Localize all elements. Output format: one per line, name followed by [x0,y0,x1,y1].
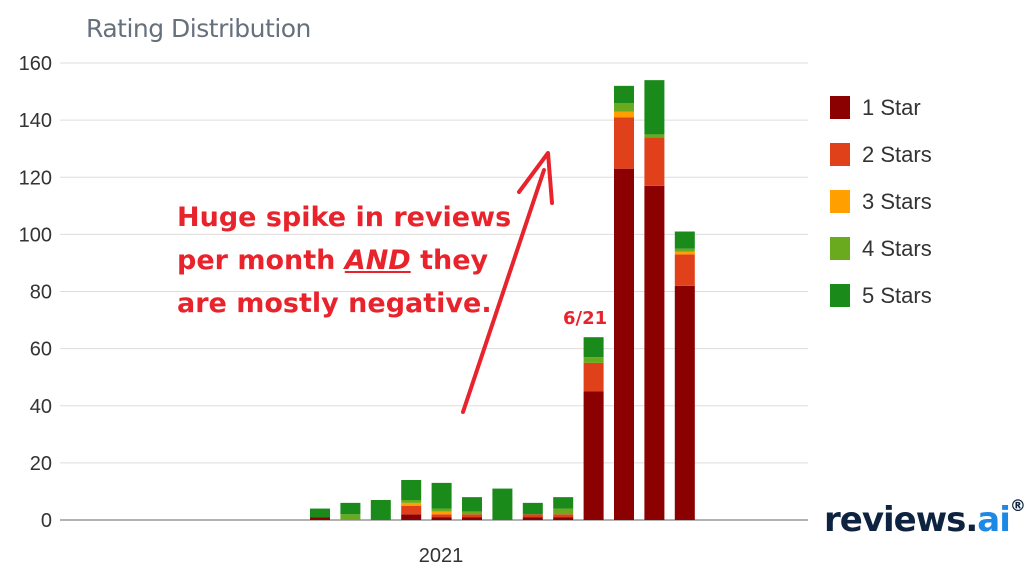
bar-segment [340,514,361,520]
bar-segment [674,254,695,286]
y-tick-label: 160 [19,53,52,75]
bar-segment [340,502,361,515]
annotation-line-2-suffix: they [410,245,489,276]
legend-item: 1 Star [830,84,932,131]
registered-mark: ® [1009,495,1024,515]
x-tick-label: 2021 [419,545,464,567]
y-tick-label: 80 [30,282,52,304]
bar-segment [310,508,330,518]
x-axis-ticks: 2021 [419,545,464,567]
bar-segment [492,488,513,520]
legend: 1 Star 2 Stars 3 Stars 4 Stars 5 Stars [830,84,932,319]
legend-label: 1 Star [862,94,921,120]
bar-segment [370,500,391,520]
bar-segment [614,111,634,118]
annotation-line-1: Huge spike in reviews [177,202,512,233]
legend-label: 2 Stars [862,141,932,167]
y-tick-label: 60 [30,339,52,361]
arrow-head [517,151,554,205]
bar-segment [583,362,604,392]
bar-segment [522,514,543,518]
bar-segment [614,102,634,112]
chart-title: Rating Distribution [86,14,311,43]
bar-segment [644,185,665,520]
legend-item: 3 Stars [830,178,932,225]
bar-segment [614,117,634,169]
legend-swatch [830,143,850,166]
bar-segment [553,517,574,520]
bar-segment [583,391,604,520]
annotation-text: Huge spike in reviews per month AND they… [177,196,511,325]
bar-segment [462,514,482,518]
legend-swatch [830,284,850,307]
arrow-shaft [461,168,546,414]
bar-segment [431,517,452,520]
annotation-line-2: per month AND they [177,239,511,282]
date-marker-label: 6/21 [563,308,608,329]
legend-label: 3 Stars [862,188,932,214]
bar-segment [583,357,604,363]
legend-label: 4 Stars [862,235,932,261]
legend-item: 5 Stars [830,272,932,319]
bar-segment [644,134,665,138]
annotation-arrow [461,151,554,414]
gridlines [60,62,808,521]
bar-segment [401,502,422,506]
annotation-line-2-prefix: per month [177,245,345,276]
bar-segment [462,497,482,512]
legend-label: 5 Stars [862,282,932,308]
bar-segment [644,80,665,135]
y-axis-ticks: 0 20 40 60 80 100 120 140 160 [19,53,52,532]
brand-accent: ai [977,500,1011,540]
bar-segment [522,517,543,520]
bar-segment [431,508,452,512]
bar-segment [431,511,452,515]
bar-segment [644,137,665,186]
bar-segment [401,480,422,501]
legend-item: 4 Stars [830,225,932,272]
y-tick-label: 0 [41,510,52,532]
bar-segment [401,505,422,515]
legend-swatch [830,96,850,119]
y-tick-label: 20 [30,453,52,475]
bar-segment [674,285,695,520]
bars [310,80,695,520]
bar-segment [614,168,634,520]
annotation-emphasis: AND [344,245,411,276]
bar-segment [614,85,634,103]
y-tick-label: 120 [19,167,52,189]
bar-segment [462,517,482,520]
bar-segment [522,502,543,515]
bar-segment [401,500,422,503]
bar-segment [674,231,695,249]
bar-segment [431,514,452,518]
bar-segment [674,248,695,252]
bar-segment [310,517,330,520]
legend-swatch [830,190,850,213]
brand-name: reviews. [824,500,978,540]
bar-segment [431,482,452,509]
bar-segment [583,337,604,358]
bar-segment [553,497,574,509]
bar-segment [553,508,574,515]
y-tick-label: 100 [19,224,52,246]
annotation-line-3: are mostly negative. [177,288,492,319]
y-tick-label: 140 [19,110,52,132]
bar-segment [674,251,695,255]
legend-swatch [830,237,850,260]
bar-segment [553,514,574,518]
bar-segment [462,511,482,515]
legend-item: 2 Stars [830,131,932,178]
bar-segment [401,514,422,520]
y-tick-label: 40 [30,396,52,418]
brand-logo: reviews.ai® [824,496,1024,540]
